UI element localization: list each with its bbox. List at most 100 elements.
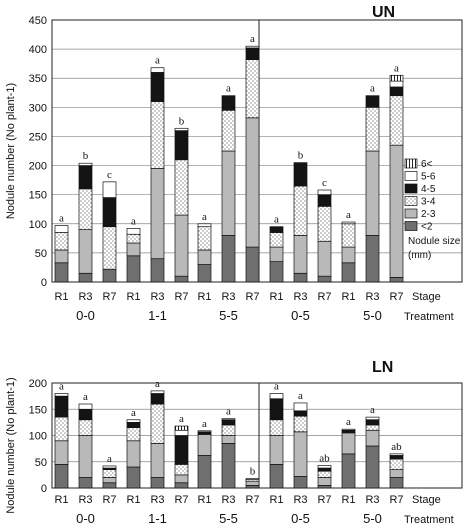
bar-segment xyxy=(269,419,284,436)
treatment-label: 0-5 xyxy=(291,308,310,323)
bar-segment xyxy=(221,150,236,236)
stage-tick-label: R7 xyxy=(389,291,403,303)
y-tick-label: 0 xyxy=(41,483,47,495)
bar-segment xyxy=(365,429,380,447)
stage-tick-label: R3 xyxy=(221,494,235,506)
bar-segment xyxy=(221,109,236,152)
bar-segment xyxy=(54,395,69,418)
treatment-label: 0-0 xyxy=(76,308,95,323)
bar-segment xyxy=(197,431,212,435)
bar-segment xyxy=(245,45,260,49)
bar-segment xyxy=(365,95,380,108)
bar-segment xyxy=(197,434,212,456)
treatment-label: 5-0 xyxy=(363,511,382,526)
bar-segment xyxy=(174,474,189,484)
bar-segment xyxy=(174,130,189,161)
bar-segment xyxy=(78,477,93,489)
bar-segment xyxy=(197,226,212,251)
significance-label: b xyxy=(179,115,185,127)
stage-tick-label: R3 xyxy=(150,494,164,506)
bar-segment xyxy=(78,162,93,166)
bar-segment xyxy=(102,197,117,228)
bar-segment xyxy=(78,188,93,230)
bar-segment xyxy=(174,127,189,131)
significance-label: a xyxy=(155,378,160,390)
treatment-label: 5-5 xyxy=(219,308,238,323)
significance-label: a xyxy=(202,211,207,223)
treatment-label: 5-0 xyxy=(363,308,382,323)
bar-segment xyxy=(245,117,260,248)
significance-label: a xyxy=(250,33,255,45)
significance-label: a xyxy=(226,83,231,95)
bar-segment xyxy=(150,403,165,444)
significance-label: a xyxy=(346,416,351,428)
stage-tick-label: R3 xyxy=(150,291,164,303)
bar-segment xyxy=(102,465,117,469)
significance-label: a xyxy=(370,404,375,416)
bar-segment xyxy=(365,416,380,421)
stage-tick-label: R7 xyxy=(317,291,331,303)
significance-label: a xyxy=(131,215,136,227)
bar-segment xyxy=(174,275,189,283)
legend-swatch xyxy=(404,171,418,181)
bar-segment xyxy=(245,47,260,60)
stage-row-label: Stage xyxy=(412,291,441,303)
stage-tick-label: R7 xyxy=(174,291,188,303)
significance-label: a xyxy=(131,407,136,419)
bar-segment xyxy=(293,162,308,187)
legend-swatch xyxy=(404,208,418,219)
bar-segment xyxy=(293,185,308,236)
significance-label: a xyxy=(202,418,207,430)
bar-segment xyxy=(389,455,404,460)
bar-segment xyxy=(317,189,332,196)
treatment-label: 0-5 xyxy=(291,511,310,526)
legend-label: 6< xyxy=(421,159,433,170)
stage-tick-label: R1 xyxy=(54,494,68,506)
bar-segment xyxy=(150,443,165,478)
bar-segment xyxy=(317,470,332,478)
bar-segment xyxy=(269,435,284,465)
y-tick-label: 150 xyxy=(29,190,47,202)
bar-segment xyxy=(174,159,189,216)
significance-label: a xyxy=(274,214,279,226)
stage-tick-label: R1 xyxy=(341,494,355,506)
y-tick-label: 250 xyxy=(29,131,47,143)
bar-segment xyxy=(197,223,212,228)
stage-tick-label: R7 xyxy=(245,494,259,506)
bar-segment xyxy=(150,393,165,405)
bar-segment xyxy=(221,419,236,426)
bar-segment xyxy=(317,485,332,489)
stage-tick-label: R1 xyxy=(197,291,211,303)
significance-label: a xyxy=(274,381,279,393)
bar-segment xyxy=(174,435,189,465)
stage-tick-label: R1 xyxy=(126,494,140,506)
stage-tick-label: R3 xyxy=(78,291,92,303)
bar-segment xyxy=(126,427,141,442)
bar-segment xyxy=(293,410,308,417)
y-tick-label: 50 xyxy=(35,457,47,469)
bar-segment xyxy=(126,255,141,283)
stage-tick-label: R7 xyxy=(245,291,259,303)
bar-segment xyxy=(293,415,308,433)
bar-segment xyxy=(221,235,236,283)
bar-segment xyxy=(389,80,404,88)
bar-segment xyxy=(221,435,236,444)
bar-segment xyxy=(389,144,404,278)
bar-segment xyxy=(389,86,404,97)
bar-segment xyxy=(269,393,284,400)
significance-label: a xyxy=(83,391,88,403)
significance-label: a xyxy=(179,413,184,425)
treatment-row-label: Treatment xyxy=(404,311,454,323)
bar-segment xyxy=(102,477,117,484)
stage-tick-label: R7 xyxy=(389,494,403,506)
bar-segment xyxy=(317,477,332,486)
bar-segment xyxy=(126,422,141,428)
bar-segment xyxy=(221,424,236,436)
bar-segment xyxy=(54,464,69,489)
treatment-row-label: Treatment xyxy=(404,514,454,526)
bar-segment xyxy=(389,95,404,146)
bar-segment xyxy=(197,249,212,265)
significance-label: b xyxy=(250,466,256,478)
bar-segment xyxy=(365,419,380,426)
